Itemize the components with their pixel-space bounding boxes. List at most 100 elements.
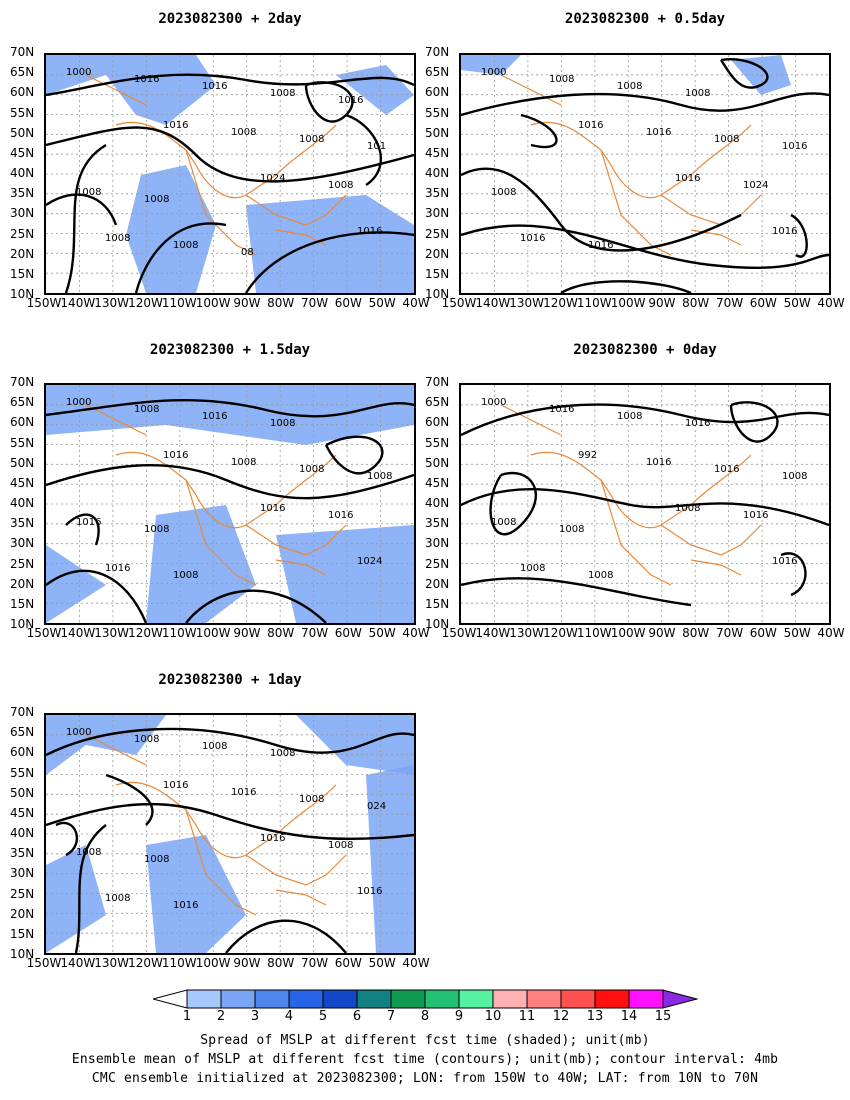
longitude-label: 150W: [26, 296, 62, 310]
map-panel: 1000 1016 1016 1024 1008 1008 1016 1016 1016 1008…: [44, 383, 416, 625]
contour-label: 1024: [743, 180, 768, 191]
colorbar-label: 15: [654, 1009, 672, 1024]
mslp-contour: [461, 224, 829, 269]
latitude-label: 40N: [425, 496, 450, 510]
spread-area: [46, 385, 414, 445]
latitude-label: 25N: [425, 226, 450, 241]
spread-area: [46, 545, 106, 623]
longitude-label: 110W: [161, 956, 197, 970]
latitude-label: 15N: [425, 596, 450, 611]
latitude-label: 60N: [10, 745, 35, 760]
contour-label: 1008: [134, 404, 159, 415]
latitude-label: 30N: [10, 866, 35, 881]
contour-label: 1008: [675, 503, 700, 514]
contour-label: 1024: [260, 173, 285, 184]
contour-label: 1008: [299, 134, 324, 145]
latitude-label: 30N: [425, 206, 450, 221]
mslp-contour: [46, 398, 414, 418]
spread-area: [46, 55, 216, 125]
longitude-label: 150W: [26, 626, 62, 640]
contour-label: 992: [578, 450, 597, 461]
spread-area: [336, 65, 414, 115]
mslp-contour: [324, 435, 384, 475]
latitude-label: 10N: [10, 287, 35, 301]
contour-label: 1016: [772, 556, 797, 567]
contour-label: 1016: [202, 411, 227, 422]
latitude-label: 50N: [10, 785, 35, 800]
caption-line: Ensemble mean of MSLP at different fcst …: [71, 1052, 779, 1067]
colorbar-box: [220, 989, 256, 1009]
panel-title: 2023082300 + 0.5day: [564, 11, 726, 27]
coastline: [115, 121, 337, 199]
longitude-label: 100W: [195, 956, 231, 970]
mslp-contour: [65, 513, 100, 546]
longitude-label: 140W: [60, 296, 96, 310]
mslp-contour: [46, 126, 414, 183]
longitude-label: 80W: [682, 626, 710, 640]
colorbar-box: [424, 989, 460, 1009]
panel-title: 2023082300 + 1.5day: [149, 342, 311, 358]
colorbar-box: [594, 989, 630, 1009]
contour-label: 1008: [202, 741, 227, 752]
latitude-label: 20N: [425, 246, 450, 261]
contour-label: 1008: [685, 88, 710, 99]
longitude-label: 80W: [267, 956, 295, 970]
coastline: [275, 889, 327, 906]
contour-label: 1016: [202, 81, 227, 92]
colorbar-arrow: [153, 989, 188, 1009]
latitude-label: 50N: [425, 455, 450, 470]
colorbar-label: 6: [352, 1009, 362, 1024]
mslp-contour: [46, 802, 414, 841]
contour-label: 1008: [782, 471, 807, 482]
colorbar-box: [560, 989, 596, 1009]
longitude-label: 140W: [60, 956, 96, 970]
contour-label: 1008: [144, 194, 169, 205]
contour-label: 1008: [76, 187, 101, 198]
colorbar-label: 9: [454, 1009, 464, 1024]
coastline: [600, 149, 672, 256]
longitude-label: 60W: [334, 296, 362, 310]
longitude-label: 120W: [543, 626, 578, 640]
latitude-label: 35N: [10, 516, 35, 531]
longitude-label: 70W: [300, 956, 329, 970]
longitude-label: 40W: [402, 956, 430, 970]
colorbar-label: 4: [284, 1009, 294, 1024]
latitude-label: 55N: [425, 435, 450, 450]
latitude-label: 35N: [425, 516, 450, 531]
contour-label: 1000: [481, 397, 506, 408]
spread-area: [146, 505, 256, 623]
contour-label: 1016: [76, 517, 101, 528]
contour-label: 1016: [714, 464, 739, 475]
longitude-label: 50W: [783, 296, 811, 310]
longitude-label: 90W: [233, 626, 261, 640]
longitude-label: 90W: [233, 296, 261, 310]
latitude-label: 25N: [10, 886, 35, 901]
contour-label: 1008: [299, 794, 324, 805]
spread-area: [276, 525, 414, 623]
longitude-label: 90W: [648, 626, 676, 640]
contour-label: 1008: [144, 854, 169, 865]
longitude-label: 100W: [610, 626, 646, 640]
contour-label: 1008: [549, 74, 574, 85]
mslp-contour: [461, 167, 742, 252]
longitude-label: 130W: [509, 296, 545, 310]
contour-label: 1016: [520, 233, 545, 244]
coastline: [185, 809, 257, 916]
mslp-contour: [729, 401, 779, 443]
colorbar-box: [322, 989, 358, 1009]
longitude-label: 150W: [26, 956, 62, 970]
coastline: [245, 524, 347, 556]
colorbar-label: 5: [318, 1009, 328, 1024]
mslp-contour: [520, 113, 558, 149]
map-panel: 1000 1016 1016 1016 1008 1016 1024 1016 1008 1008…: [459, 53, 831, 295]
caption-line: Spread of MSLP at different fcst time (s…: [200, 1033, 650, 1048]
latitude-label: 40N: [425, 166, 450, 180]
contour-label: 1008: [76, 847, 101, 858]
latitude-label: 65N: [10, 725, 35, 740]
caption-line: CMC ensemble initialized at 2023082300; …: [91, 1071, 759, 1086]
contour-label: 1008: [270, 88, 295, 99]
spread-area: [461, 55, 521, 75]
colorbar-box: [492, 989, 528, 1009]
map-panel: 1000 1016 1024 1016 1016 1008 1008 1008 1016 1008…: [44, 53, 416, 295]
coastline: [690, 559, 742, 576]
